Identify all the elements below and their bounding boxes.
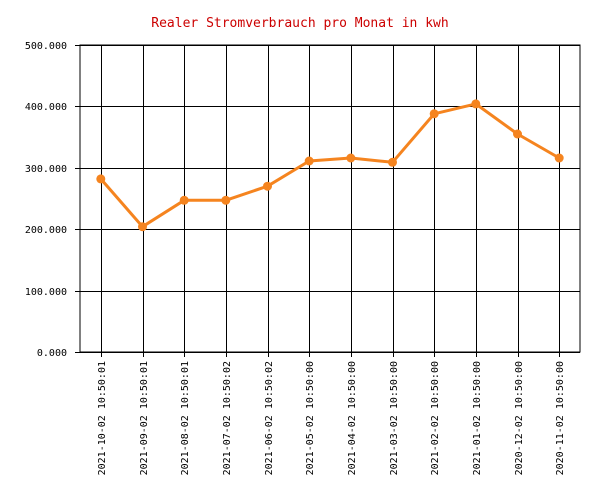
data-point: [346, 153, 356, 163]
data-point: [179, 195, 189, 205]
x-axis-ticks: 2021-10-02 10:50:01 2021-09-02 10:50:01 20…: [97, 361, 566, 475]
x-tick-label: 2021-08-02 10:50:01: [180, 361, 191, 475]
data-point: [388, 157, 397, 167]
x-tick-label: 2021-10-02 10:50:01: [97, 361, 108, 475]
data-point: [263, 181, 272, 191]
x-tick-label: 2021-06-02 10:50:02: [264, 361, 275, 475]
data-point: [429, 109, 439, 119]
chart-title: Realer Stromverbrauch pro Monat in kwh: [151, 16, 448, 31]
x-tick-label: 2020-12-02 10:50:00: [514, 361, 525, 475]
y-tick-label: 100.000: [25, 287, 67, 298]
data-point: [221, 195, 231, 205]
series: [96, 99, 564, 232]
data-point: [96, 174, 106, 184]
plot-area: [79, 44, 581, 353]
x-tick-label: 2021-01-02 10:50:00: [472, 361, 483, 475]
x-tick-label: 2021-07-02 10:50:02: [222, 361, 233, 475]
data-point: [138, 222, 147, 232]
y-tick-label: 500.000: [25, 41, 67, 52]
data-point: [304, 156, 314, 166]
x-tick-label: 2020-11-02 10:50:00: [555, 361, 566, 475]
y-tick-label: 300.000: [25, 164, 67, 175]
y-axis-ticks: 0.000 100.000 200.000 300.000 400.000 500.000: [25, 41, 67, 359]
data-point: [554, 153, 564, 163]
x-tick-label: 2021-04-02 10:50:00: [347, 361, 358, 475]
grid: [75, 45, 580, 357]
x-tick-label: 2021-03-02 10:50:00: [389, 361, 400, 475]
x-tick-label: 2021-02-02 10:50:00: [430, 361, 441, 475]
x-tick-label: 2021-05-02 10:50:00: [305, 361, 316, 475]
y-tick-label: 200.000: [25, 225, 67, 236]
y-tick-label: 0.000: [37, 348, 67, 359]
data-point: [471, 99, 481, 109]
y-tick-label: 400.000: [25, 102, 67, 113]
x-tick-label: 2021-09-02 10:50:01: [139, 361, 150, 475]
data-point: [513, 129, 522, 139]
series-line: [99, 102, 560, 229]
